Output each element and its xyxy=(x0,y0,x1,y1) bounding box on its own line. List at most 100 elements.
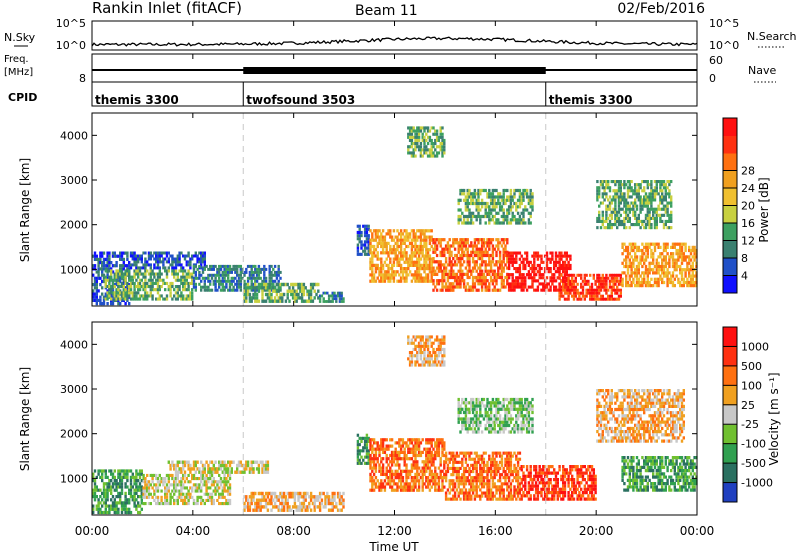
data-cell xyxy=(491,238,495,242)
data-cell xyxy=(383,238,387,242)
data-cell xyxy=(228,492,232,496)
data-cell xyxy=(207,267,210,271)
data-cell xyxy=(437,266,441,270)
data-cell xyxy=(261,296,264,300)
data-cell xyxy=(279,286,282,290)
data-cell xyxy=(601,219,604,223)
data-cell xyxy=(338,501,342,506)
data-cell xyxy=(275,292,279,297)
data-cell xyxy=(435,129,439,133)
data-cell xyxy=(387,479,390,483)
data-cell xyxy=(93,264,97,268)
data-cell xyxy=(661,213,664,217)
data-cell xyxy=(369,241,372,245)
data-cell xyxy=(338,294,342,298)
data-cell xyxy=(616,276,619,280)
data-cell xyxy=(518,285,522,289)
data-cell xyxy=(209,498,212,502)
data-cell xyxy=(680,271,684,275)
data-cell xyxy=(493,247,496,251)
data-cell xyxy=(167,285,170,289)
data-cell xyxy=(138,257,142,261)
data-cell xyxy=(399,251,403,255)
data-cell xyxy=(113,272,116,276)
data-cell xyxy=(520,221,523,225)
data-cell xyxy=(270,279,273,283)
data-cell xyxy=(493,214,496,219)
nsky-label: N.Sky xyxy=(4,31,36,44)
data-cell xyxy=(385,232,388,236)
data-cell xyxy=(151,480,154,484)
data-cell xyxy=(245,289,248,293)
data-cell xyxy=(677,252,680,256)
data-cell xyxy=(151,297,154,301)
data-cell xyxy=(335,501,338,506)
data-cell xyxy=(142,294,145,298)
data-cell xyxy=(464,241,468,245)
data-cell xyxy=(133,269,136,273)
data-cell xyxy=(223,273,226,277)
data-cell xyxy=(653,271,657,275)
data-cell xyxy=(661,219,664,223)
data-cell xyxy=(525,254,529,258)
data-cell xyxy=(216,483,219,487)
data-cell xyxy=(237,273,241,277)
data-cell xyxy=(380,479,383,483)
data-cell xyxy=(607,216,610,220)
data-cell xyxy=(387,229,390,233)
data-cell xyxy=(662,198,666,202)
data-cell xyxy=(252,273,255,277)
data-cell xyxy=(140,272,143,276)
data-cell xyxy=(670,219,673,223)
data-cell xyxy=(171,272,174,276)
data-cell xyxy=(108,275,111,279)
data-cell xyxy=(106,264,109,268)
data-cell xyxy=(448,288,451,292)
data-cell xyxy=(110,288,113,292)
data-cell xyxy=(439,135,442,139)
data-cell xyxy=(223,495,226,499)
data-cell xyxy=(592,294,595,298)
data-cell xyxy=(363,461,367,465)
data-cell xyxy=(639,274,642,278)
data-cell xyxy=(650,252,653,256)
data-cell xyxy=(187,294,190,298)
data-cell xyxy=(410,238,414,242)
data-cell xyxy=(522,288,525,292)
data-cell xyxy=(128,288,131,292)
data-cell xyxy=(299,495,302,499)
data-cell xyxy=(302,505,306,509)
data-cell xyxy=(421,229,424,233)
data-cell xyxy=(212,502,215,506)
data-cell xyxy=(261,282,264,287)
data-cell xyxy=(416,263,419,267)
data-cell xyxy=(380,444,383,448)
data-cell xyxy=(102,495,106,499)
data-cell xyxy=(648,245,651,249)
data-cell xyxy=(617,186,621,190)
data-cell xyxy=(268,282,271,287)
data-cell xyxy=(93,485,97,489)
data-cell xyxy=(486,201,489,206)
data-cell xyxy=(363,446,367,450)
data-cell xyxy=(185,297,188,301)
data-cell xyxy=(255,270,259,274)
data-cell xyxy=(272,299,275,303)
data-cell xyxy=(218,270,221,274)
data-cell xyxy=(464,198,468,202)
data-cell xyxy=(371,476,374,480)
data-cell xyxy=(372,457,376,461)
data-cell xyxy=(543,270,547,274)
colorbar-tick-label: 8 xyxy=(741,252,748,265)
data-cell xyxy=(290,508,293,512)
data-cell xyxy=(601,186,604,190)
data-cell xyxy=(102,488,106,492)
data-cell xyxy=(466,260,469,264)
data-cell xyxy=(356,230,360,234)
data-cell xyxy=(162,266,165,270)
data-cell xyxy=(149,269,152,273)
data-cell xyxy=(398,263,401,267)
data-cell xyxy=(138,272,142,276)
data-cell xyxy=(108,285,111,289)
data-cell xyxy=(270,299,273,303)
